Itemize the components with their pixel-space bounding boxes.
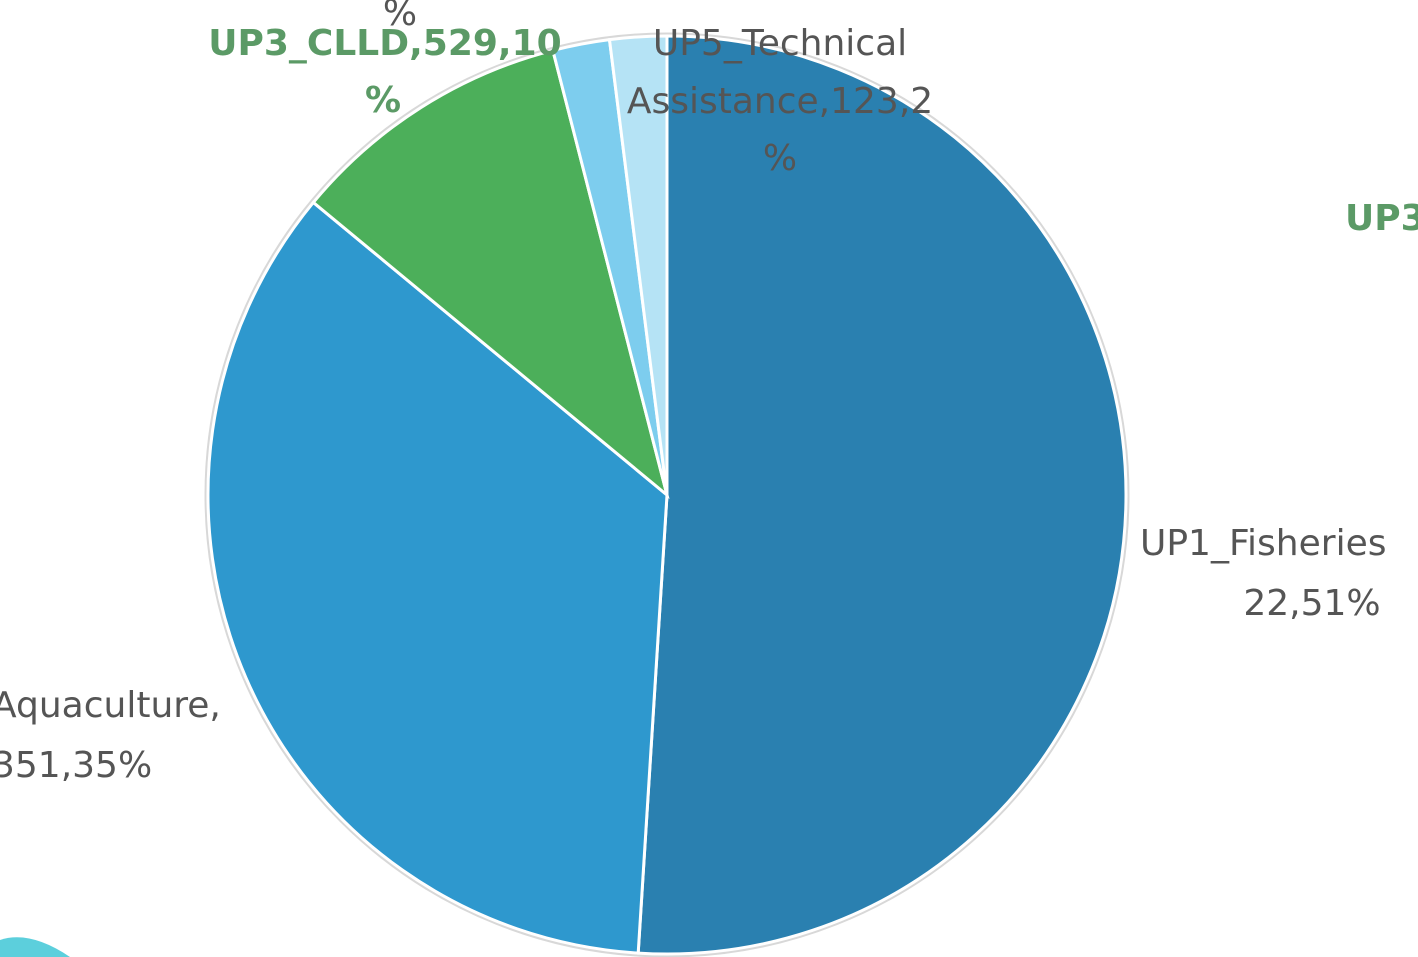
slice <box>636 34 1128 956</box>
data-label: 22,51% <box>1243 583 1380 624</box>
data-label: UP3_CLLD,529,10 <box>208 23 561 64</box>
slice <box>206 200 669 955</box>
data-label: Aquaculture, <box>0 685 221 726</box>
data-label: UP1_Fisheries <box>1140 523 1386 564</box>
annotation: UP3 <box>1345 198 1418 239</box>
data-label: 351,35% <box>0 745 152 786</box>
data-label: % <box>763 138 797 179</box>
slice <box>311 48 670 500</box>
data-label: % <box>365 80 401 121</box>
data-label: UP5_Technical <box>653 23 907 64</box>
labels: UP1_Fisheries 22,51% Aquaculture, 351,35% UP… <box>0 0 1418 786</box>
decoration <box>0 937 70 957</box>
slices <box>206 34 1128 956</box>
data-label: Assistance,123,2 <box>627 81 933 122</box>
slice <box>607 34 669 496</box>
pie-border <box>204 32 1130 957</box>
data-label: % <box>383 0 417 34</box>
